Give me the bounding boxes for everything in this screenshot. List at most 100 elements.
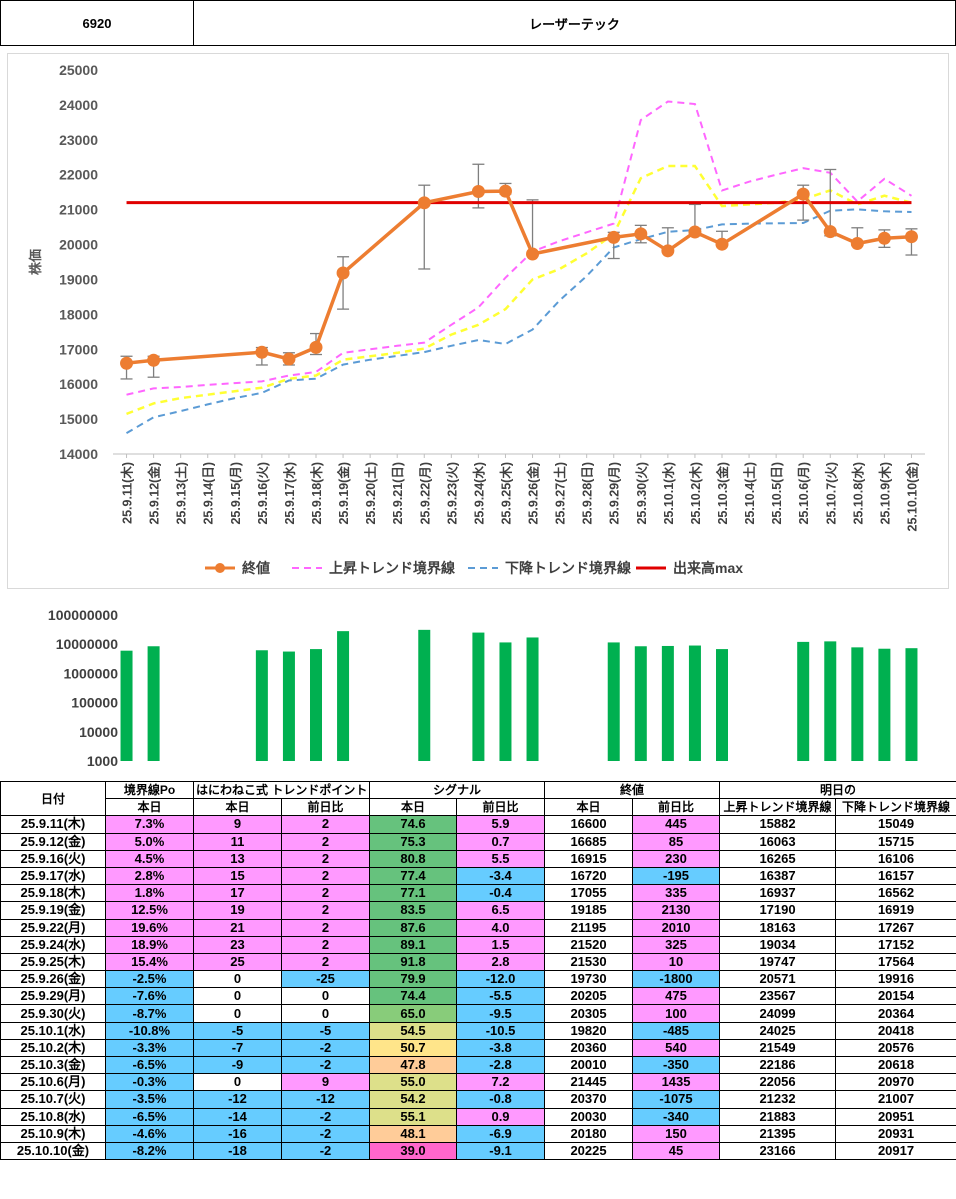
cell-trend-point: -5 <box>193 1021 282 1040</box>
volume-bar <box>337 631 350 761</box>
y-tick-label: 16000 <box>59 376 98 392</box>
volume-tick-label: 10000000 <box>56 636 119 652</box>
table-row: 25.10.2(木) -3.3% -7 -2 50.7 -3.8 20360 540 21549… <box>0 1038 956 1058</box>
cell-trend-point: 19 <box>193 901 282 920</box>
volume-bar <box>499 642 512 761</box>
cell-boundary-po: 2.8% <box>105 866 194 886</box>
cell-trend-point: 0 <box>193 1073 282 1092</box>
cell-signal: 87.6 <box>369 918 457 937</box>
cell-trend-point: -18 <box>193 1141 282 1161</box>
cell-date: 25.9.24(水) <box>0 935 106 954</box>
cell-close-change: 540 <box>632 1038 721 1058</box>
volume-bar <box>878 648 891 761</box>
cell-trend-point: 21 <box>193 918 282 937</box>
cell-date: 25.9.11(木) <box>0 815 106 834</box>
volume-bar <box>418 629 431 761</box>
cell-lower-trend: 16106 <box>835 849 956 868</box>
close-point <box>120 356 134 370</box>
cell-close: 19730 <box>544 970 634 989</box>
cell-close: 21445 <box>544 1073 634 1092</box>
volume-tick-label: 10000 <box>79 724 118 740</box>
close-point <box>336 266 350 280</box>
cell-boundary-po: -2.5% <box>105 970 194 989</box>
cell-upper-trend: 16387 <box>719 866 837 886</box>
cell-close: 16720 <box>544 866 634 886</box>
cell-close-change: -195 <box>632 866 721 886</box>
cell-lower-trend: 21007 <box>835 1090 956 1109</box>
cell-signal: 77.4 <box>369 866 457 886</box>
close-point <box>282 352 296 366</box>
cell-trend-point: 11 <box>193 832 282 851</box>
cell-close: 20010 <box>544 1055 634 1075</box>
volume-bar <box>905 648 918 761</box>
cell-trend-point-change: 2 <box>281 815 370 834</box>
cell-upper-trend: 16265 <box>719 849 837 868</box>
cell-boundary-po: 5.0% <box>105 832 194 851</box>
cell-upper-trend: 21549 <box>719 1038 837 1058</box>
table-row: 25.9.26(金) -2.5% 0 -25 79.9 -12.0 19730 -1800 20… <box>0 970 956 989</box>
x-tick-label: 25.10.6(月) <box>797 462 811 525</box>
cell-trend-point-change: -25 <box>281 970 370 989</box>
x-tick-label: 25.9.18(木) <box>309 462 324 525</box>
cell-date: 25.9.18(木) <box>0 884 106 903</box>
x-tick-label: 25.9.20(土) <box>363 462 378 525</box>
cell-trend-point: 17 <box>193 884 282 903</box>
close-point <box>796 187 810 201</box>
volume-bar <box>472 632 485 761</box>
data-table: 日付 境界線Po はにわねこ式 トレンドポイント シグナル 終値 明日の 本日 本日 前日比 本日… <box>0 780 956 1161</box>
cell-date: 25.10.3(金) <box>0 1055 106 1075</box>
close-point <box>417 196 431 210</box>
cell-upper-trend: 22186 <box>719 1055 837 1075</box>
cell-boundary-po: -8.7% <box>105 1004 194 1023</box>
table-row: 25.9.18(木) 1.8% 17 2 77.1 -0.4 17055 335 16937 16… <box>0 884 956 903</box>
cell-close: 21195 <box>544 918 634 937</box>
table-row: 25.10.7(火) -3.5% -12 -12 54.2 -0.8 20370 -1075 2… <box>0 1090 956 1109</box>
cell-upper-trend: 21232 <box>719 1090 837 1109</box>
x-tick-label: 25.10.8(水) <box>850 462 865 525</box>
header-bar: 6920 レーザーテック <box>0 0 956 46</box>
legend-label: 出来高max <box>673 560 743 576</box>
cell-close: 16600 <box>544 815 634 834</box>
cell-lower-trend: 20951 <box>835 1107 956 1126</box>
legend-label: 終値 <box>242 560 270 576</box>
cell-upper-trend: 22056 <box>719 1073 837 1092</box>
volume-bar <box>310 649 322 761</box>
cell-trend-point: 9 <box>193 815 282 834</box>
x-tick-label: 25.10.5(日) <box>770 462 784 525</box>
volume-tick-label: 100000000 <box>48 607 118 623</box>
table-row: 25.9.17(水) 2.8% 15 2 77.4 -3.4 16720 -195 16387 1… <box>0 866 956 886</box>
x-tick-label: 25.9.25(木) <box>498 462 513 525</box>
x-tick-label: 25.9.26(金) <box>526 462 541 525</box>
cell-date: 25.9.19(金) <box>0 901 106 920</box>
cell-signal: 79.9 <box>369 970 457 989</box>
table-row: 25.9.30(火) -8.7% 0 0 65.0 -9.5 20305 100 24099 20… <box>0 1004 956 1023</box>
cell-trend-point-change: -2 <box>281 1107 370 1126</box>
cell-trend-point: -7 <box>193 1038 282 1058</box>
cell-close: 20180 <box>544 1124 634 1143</box>
cell-close: 20305 <box>544 1004 634 1023</box>
cell-lower-trend: 20576 <box>835 1038 956 1058</box>
cell-signal-change: -0.4 <box>455 884 546 903</box>
cell-trend-point-change: -2 <box>281 1038 370 1058</box>
x-tick-label: 25.10.10(金) <box>904 462 919 531</box>
cell-date: 25.10.7(火) <box>0 1090 106 1109</box>
x-tick-label: 25.9.14(日) <box>202 462 216 525</box>
cell-signal-change: 0.9 <box>455 1107 546 1126</box>
close-point <box>877 231 891 245</box>
x-tick-label: 25.10.4(土) <box>742 462 757 525</box>
x-tick-label: 25.10.3(金) <box>715 462 730 525</box>
cell-trend-point: 0 <box>193 987 282 1006</box>
cell-signal-change: -6.9 <box>455 1124 546 1143</box>
cell-trend-point-change: 2 <box>281 935 370 954</box>
cell-lower-trend: 16562 <box>835 884 956 903</box>
cell-signal-change: -3.4 <box>455 866 546 886</box>
cell-signal-change: 7.2 <box>455 1073 546 1092</box>
cell-signal: 55.0 <box>369 1073 457 1092</box>
cell-signal: 48.1 <box>369 1124 457 1143</box>
cell-trend-point-change: -2 <box>281 1124 370 1143</box>
table-row: 25.10.6(月) -0.3% 0 9 55.0 7.2 21445 1435 22056 20… <box>0 1073 956 1092</box>
cell-date: 25.9.29(月) <box>0 987 106 1006</box>
cell-upper-trend: 16937 <box>719 884 837 903</box>
x-tick-label: 25.9.11(木) <box>120 462 135 524</box>
volume-bar <box>255 650 268 761</box>
